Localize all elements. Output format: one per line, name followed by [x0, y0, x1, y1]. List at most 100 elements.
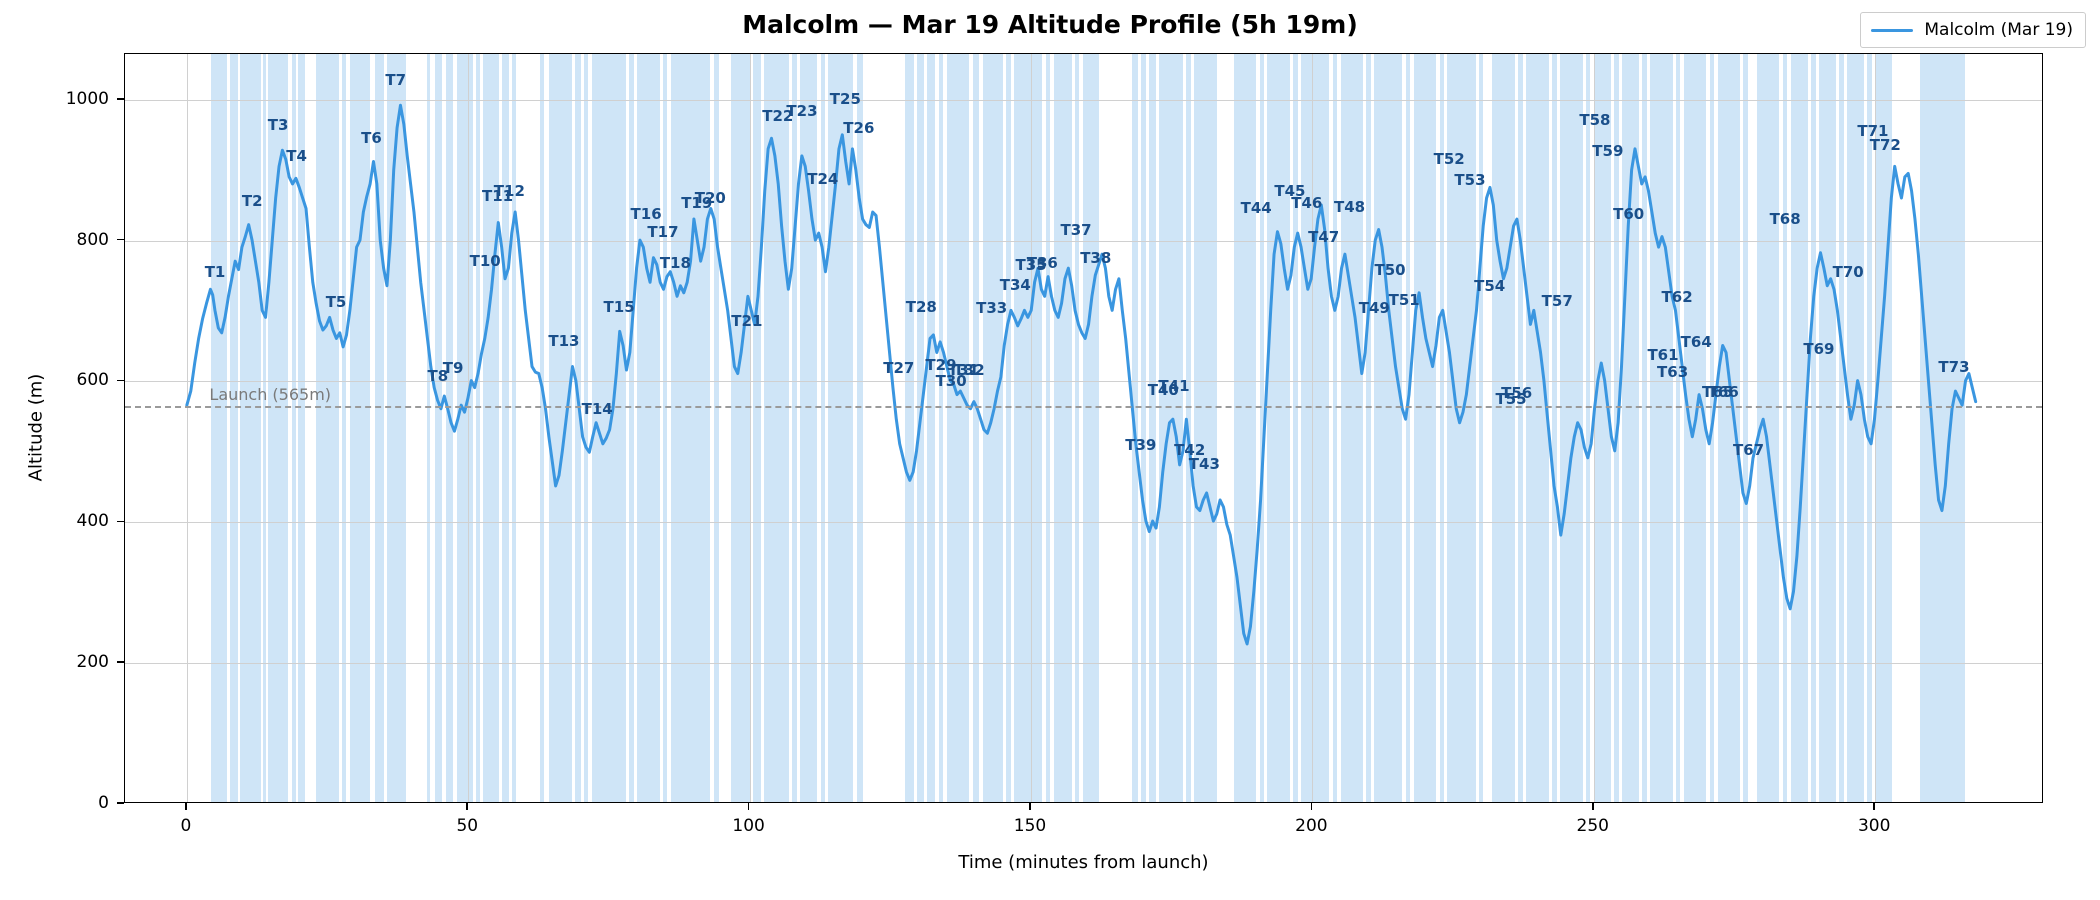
- thermal-label-t73: T73: [1938, 357, 1970, 376]
- thermal-band: [1811, 54, 1816, 802]
- thermal-band: [1332, 54, 1338, 802]
- x-tick-label: 100: [732, 816, 765, 836]
- y-tick-label: 1000: [65, 88, 109, 109]
- thermal-band: [713, 54, 720, 802]
- thermal-label-t44: T44: [1240, 199, 1272, 218]
- legend[interactable]: Malcolm (Mar 19): [1860, 12, 2086, 48]
- thermal-label-t52: T52: [1433, 150, 1465, 169]
- launch-reference-line: [125, 406, 2042, 409]
- thermal-label-t36: T36: [1026, 254, 1058, 273]
- thermal-label-t27: T27: [883, 358, 915, 377]
- thermal-label-t30: T30: [935, 372, 967, 391]
- thermal-band: [512, 54, 516, 802]
- x-tick-mark: [466, 803, 469, 810]
- thermal-band: [298, 54, 306, 802]
- thermal-label-t38: T38: [1080, 248, 1112, 267]
- thermal-band: [1675, 54, 1681, 802]
- thermal-label-t1: T1: [204, 262, 226, 281]
- thermal-label-t29: T29: [925, 355, 957, 374]
- thermal-band: [1014, 54, 1043, 802]
- thermal-band: [927, 54, 936, 802]
- thermal-label-t61: T61: [1647, 345, 1679, 364]
- thermal-label-t9: T9: [442, 359, 464, 378]
- thermal-band: [342, 54, 346, 802]
- thermal-band: [753, 54, 761, 802]
- thermal-band: [1141, 54, 1146, 802]
- thermal-label-t3: T3: [267, 116, 289, 135]
- thermal-band: [972, 54, 980, 802]
- y-tick-label: 0: [98, 793, 109, 813]
- thermal-band: [820, 54, 826, 802]
- thermal-label-t17: T17: [647, 222, 679, 241]
- thermal-label-t11: T11: [481, 186, 514, 205]
- x-tick-label: 50: [456, 816, 479, 836]
- x-tick-label: 0: [180, 816, 192, 836]
- thermal-label-t25: T25: [829, 90, 861, 109]
- y-tick-label: 200: [76, 652, 109, 673]
- thermal-label-t64: T64: [1680, 333, 1712, 352]
- y-axis-label: Altitude (m): [25, 373, 47, 482]
- thermal-label-t60: T60: [1613, 205, 1645, 224]
- thermal-band: [1585, 54, 1591, 802]
- grid-line-horizontal: [125, 522, 2042, 524]
- thermal-band: [629, 54, 634, 802]
- thermal-band: [1518, 54, 1523, 802]
- thermal-label-t57: T57: [1541, 292, 1573, 311]
- thermal-label-t10: T10: [469, 251, 501, 270]
- x-tick-mark: [185, 803, 187, 810]
- thermal-band: [584, 54, 588, 802]
- thermal-label-t70: T70: [1832, 262, 1864, 281]
- thermal-band: [502, 54, 509, 802]
- thermal-band: [1439, 54, 1445, 802]
- thermal-label-t71: T71: [1857, 122, 1889, 141]
- thermal-band: [938, 54, 944, 802]
- thermal-label-t26: T26: [843, 118, 875, 137]
- thermal-band: [1366, 54, 1371, 802]
- legend-label-malcolm: Malcolm (Mar 19): [1924, 20, 2073, 40]
- x-tick-label: 150: [1013, 816, 1047, 836]
- grid-layer: [125, 54, 2042, 802]
- thermal-band: [670, 54, 711, 802]
- thermal-band: [1478, 54, 1484, 802]
- thermal-label-t49: T49: [1358, 299, 1390, 318]
- altitude-series-line: [185, 103, 1978, 646]
- grid-line-horizontal: [125, 99, 2042, 101]
- thermal-label-t35: T35: [1015, 255, 1047, 274]
- y-tick-label: 600: [76, 370, 109, 391]
- grid-line-vertical: [1593, 54, 1595, 802]
- thermal-band: [263, 54, 266, 802]
- thermal-band: [291, 54, 297, 802]
- thermal-band: [1743, 54, 1748, 802]
- thermal-label-t39: T39: [1125, 436, 1157, 455]
- thermal-label-t41: T41: [1158, 376, 1190, 395]
- thermal-label-t14: T14: [581, 400, 613, 419]
- page-title: Malcolm — Mar 19 Altitude Profile (5h 19…: [742, 10, 1358, 39]
- y-tick-label: 800: [76, 229, 109, 250]
- thermal-label-t23: T23: [786, 102, 818, 121]
- thermal-label-t31: T31: [947, 361, 980, 380]
- thermal-band: [374, 54, 384, 802]
- altitude-line-path: [185, 103, 1978, 646]
- thermal-band: [229, 54, 238, 802]
- grid-line-horizontal: [125, 240, 2042, 242]
- thermal-label-t6: T6: [361, 129, 382, 148]
- thermal-label-t72: T72: [1869, 136, 1901, 155]
- thermal-label-t40: T40: [1147, 381, 1179, 400]
- thermal-label-t8: T8: [427, 367, 449, 386]
- grid-line-vertical: [186, 54, 188, 802]
- thermal-label-t21: T21: [731, 312, 763, 331]
- thermal-band: [434, 54, 443, 802]
- thermal-label-t34: T34: [999, 275, 1031, 294]
- thermal-band: [1839, 54, 1844, 802]
- grid-line-vertical: [749, 54, 751, 802]
- thermal-band: [476, 54, 480, 802]
- x-tick-label: 250: [1576, 816, 1610, 836]
- launch-annotation-layer: Launch (565m): [125, 54, 2042, 802]
- thermal-label-t33: T33: [976, 299, 1008, 318]
- x-tick-mark: [1591, 803, 1594, 810]
- y-tick-mark: [117, 238, 124, 241]
- thermal-band: [1920, 54, 1966, 802]
- thermal-label-t69: T69: [1803, 340, 1835, 359]
- thermal-label-t45: T45: [1274, 181, 1306, 200]
- y-tick-mark: [117, 520, 124, 523]
